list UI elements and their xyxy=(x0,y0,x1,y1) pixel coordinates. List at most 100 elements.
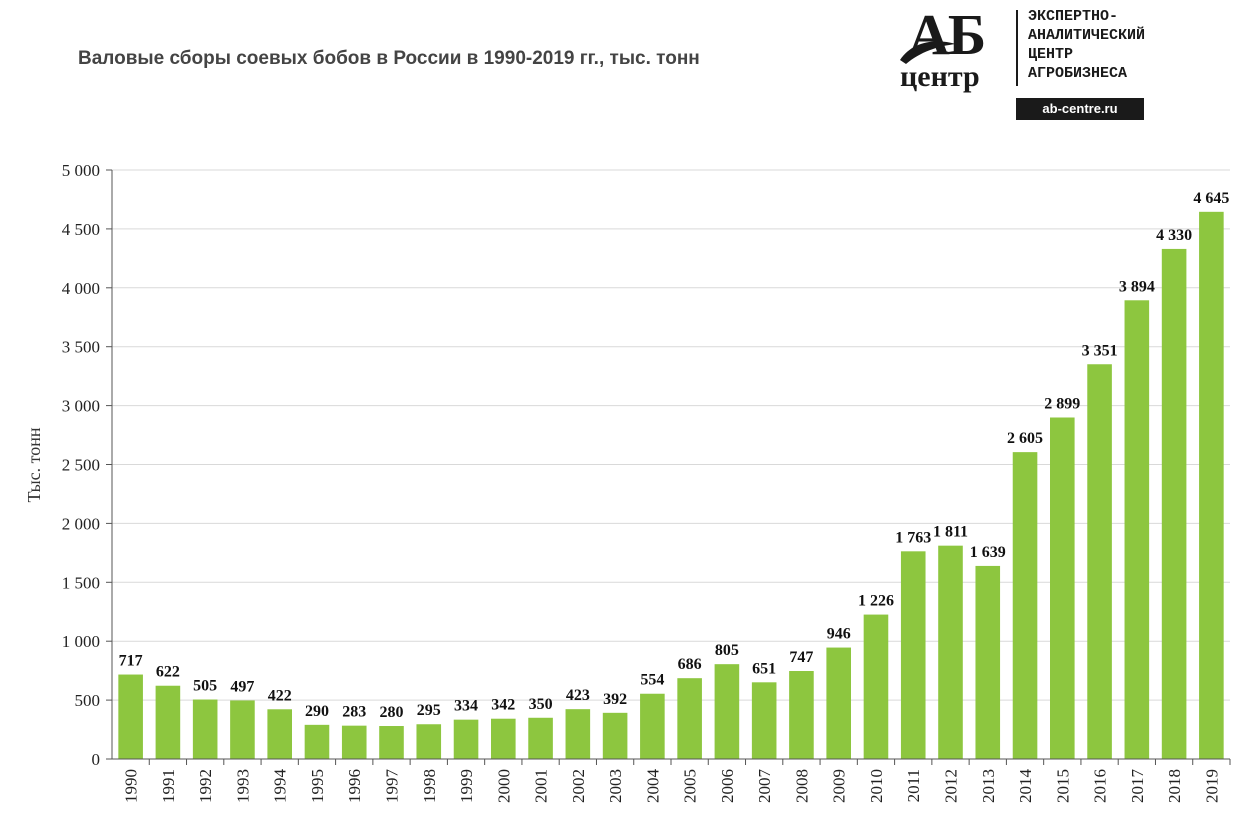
bar xyxy=(1124,300,1150,759)
logo-word: центр xyxy=(900,60,980,93)
logo-url: ab-centre.ru xyxy=(1016,98,1144,120)
bar xyxy=(1050,417,1075,759)
y-tick-label: 500 xyxy=(75,691,101,710)
data-label: 2 605 xyxy=(1007,430,1043,447)
data-label: 342 xyxy=(491,697,515,714)
data-label: 2 899 xyxy=(1044,395,1080,412)
data-label: 686 xyxy=(678,656,702,673)
x-tick-label: 2018 xyxy=(1165,769,1184,803)
bars: 717 622 505 497 422 290 283 280 295 334 342 350 423 3… xyxy=(118,190,1229,760)
x-tick-label: 1993 xyxy=(233,769,252,803)
x-tick-label: 2015 xyxy=(1053,769,1072,803)
x-tick-label: 2006 xyxy=(718,769,737,803)
data-label: 651 xyxy=(752,660,776,677)
bar xyxy=(938,545,963,759)
x-tick-label: 2001 xyxy=(532,769,551,803)
x-tick-label: 2016 xyxy=(1091,769,1110,803)
bar xyxy=(1161,248,1187,759)
bar xyxy=(640,693,665,759)
bar xyxy=(118,674,143,759)
data-label: 283 xyxy=(342,704,366,721)
x-tick-label: 1997 xyxy=(383,769,402,804)
data-label: 554 xyxy=(640,672,664,689)
bar xyxy=(491,718,516,759)
data-label: 505 xyxy=(193,678,217,695)
y-tick-label: 3 500 xyxy=(62,338,100,357)
data-label: 1 226 xyxy=(858,593,894,610)
x-tick-label: 2017 xyxy=(1128,769,1147,804)
bar xyxy=(528,717,553,759)
data-label: 1 639 xyxy=(970,544,1006,561)
bar xyxy=(826,647,851,759)
bar xyxy=(677,678,702,759)
data-label: 4 330 xyxy=(1156,227,1192,244)
x-tick-label: 2000 xyxy=(494,769,513,803)
y-tick-label: 3 000 xyxy=(62,397,100,416)
bar xyxy=(900,551,926,759)
bar xyxy=(267,709,292,759)
bar xyxy=(155,685,181,759)
x-tick-label: 2009 xyxy=(830,769,849,803)
data-label: 1 763 xyxy=(895,529,931,546)
data-label: 946 xyxy=(827,626,851,643)
x-tick-label: 2012 xyxy=(942,769,961,803)
x-tick-label: 1996 xyxy=(345,769,364,803)
bar xyxy=(863,614,889,759)
data-label: 1 811 xyxy=(933,524,968,541)
x-tick-label: 2008 xyxy=(792,769,811,803)
data-label: 280 xyxy=(380,704,404,721)
x-tick-label: 2005 xyxy=(681,769,700,803)
y-tick-label: 5 000 xyxy=(62,161,100,180)
bar xyxy=(565,709,591,759)
x-tick-label: 2002 xyxy=(569,769,588,803)
x-tick-label: 1990 xyxy=(122,769,141,803)
data-label: 3 351 xyxy=(1082,342,1118,359)
logo-line-4: АГРОБИЗНЕСА xyxy=(1028,65,1128,82)
y-tick-label: 0 xyxy=(92,750,101,769)
bar xyxy=(1199,211,1224,760)
y-axis-label: Тыс. тонн xyxy=(24,427,44,502)
bar xyxy=(416,724,442,759)
x-tick-label: 1994 xyxy=(271,769,290,804)
y-tick-label: 4 000 xyxy=(62,279,100,298)
data-label: 622 xyxy=(156,664,180,681)
x-tick-label: 2004 xyxy=(643,769,662,804)
data-label: 350 xyxy=(529,696,553,713)
data-label: 290 xyxy=(305,703,329,720)
logo-mark: АБ xyxy=(908,2,986,67)
x-tick-label: 2010 xyxy=(867,769,886,803)
data-label: 805 xyxy=(715,642,739,659)
bar xyxy=(751,682,777,759)
logo-divider xyxy=(1016,10,1018,86)
data-label: 423 xyxy=(566,687,590,704)
x-tick-label: 1992 xyxy=(196,769,215,803)
data-label: 747 xyxy=(789,649,813,666)
data-label: 392 xyxy=(603,691,627,708)
x-tick-label: 1995 xyxy=(308,769,327,803)
axes: 0 500 1 000 1 500 2 000 2 500 3 000 3 500 4 000 4… xyxy=(62,161,1231,804)
bar xyxy=(453,719,479,759)
data-label: 497 xyxy=(230,678,254,695)
x-tick-label: 2013 xyxy=(979,769,998,803)
logo-line-1: ЭКСПЕРТНО- xyxy=(1028,8,1119,25)
data-label: 422 xyxy=(268,687,292,704)
x-tick-label: 2003 xyxy=(606,769,625,803)
y-tick-label: 2 000 xyxy=(62,514,100,533)
bar xyxy=(192,699,218,759)
bar xyxy=(341,725,367,759)
data-label: 4 645 xyxy=(1193,190,1229,207)
x-tick-label: 1998 xyxy=(420,769,439,803)
y-tick-label: 2 500 xyxy=(62,456,100,475)
bar xyxy=(304,724,330,759)
x-tick-label: 2014 xyxy=(1016,769,1035,804)
data-label: 334 xyxy=(454,698,478,715)
bar xyxy=(602,712,628,759)
leaf-icon xyxy=(900,41,956,64)
chart-title: Валовые сборы соевых бобов в России в 19… xyxy=(78,48,700,69)
bar xyxy=(1012,452,1038,759)
y-tick-label: 1 000 xyxy=(62,632,100,651)
data-label: 295 xyxy=(417,702,441,719)
x-tick-label: 1991 xyxy=(159,769,178,803)
bar xyxy=(714,664,740,759)
